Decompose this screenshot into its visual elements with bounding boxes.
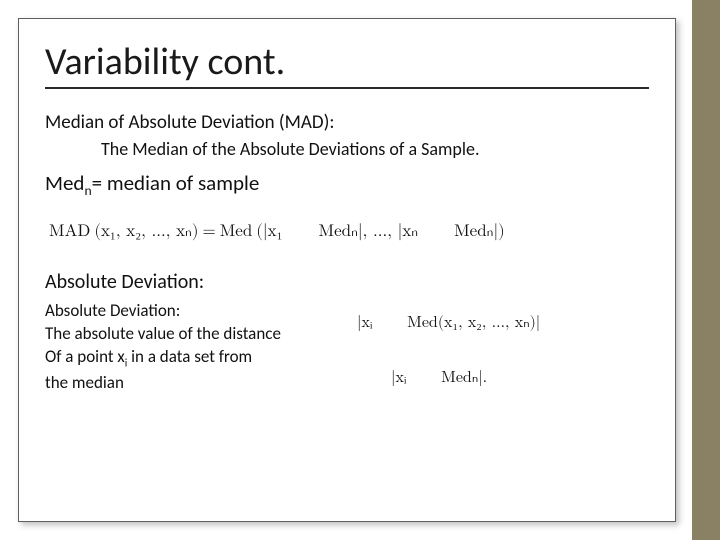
absdev-line1: The absolute value of the distance: [45, 323, 345, 344]
formula-lhs-args: (x₁, x₂, …, xₙ): [94, 221, 198, 242]
medn-line: Medn= median of sample: [45, 170, 649, 199]
absdev-heading: Absolute Deviation:: [45, 270, 649, 294]
rform1-b: Med(x₁, x₂, …, xₙ)|: [407, 315, 540, 331]
absdev-formula-row1: |xᵢ Med(x₁, x₂, …, xₙ)|: [357, 312, 649, 333]
absdev-sub: Absolute Deviation:: [45, 300, 345, 321]
formula-rhs-mid: Medₙ|, …, |xₙ: [319, 221, 419, 242]
rform2-a: |xᵢ: [391, 370, 407, 386]
mad-heading: Median of Absolute Deviation (MAD):: [45, 111, 649, 134]
absdev-line2-b: in a data set from: [127, 346, 252, 367]
slide-title: Variability cont.: [45, 39, 649, 85]
absdev-formula-col: |xᵢ Med(x₁, x₂, …, xₙ)| |xᵢ Medₙ|.: [357, 300, 649, 388]
absdev-line2: Of a point xi in a data set from: [45, 346, 345, 369]
accent-bar: [692, 0, 720, 540]
absdev-line3: the median: [45, 372, 345, 393]
title-rule: [45, 87, 649, 89]
slide-frame: Variability cont. Median of Absolute Dev…: [18, 18, 676, 522]
medn-prefix: Med: [45, 170, 84, 196]
rform2-b: Medₙ|.: [441, 370, 487, 386]
absdev-line2-a: Of a point x: [45, 346, 125, 367]
medn-rest: = median of sample: [92, 170, 260, 196]
formula-rhs-func: Med: [220, 222, 253, 242]
mad-formula: MAD(x₁, x₂, …, xₙ) = Med(|x₁ Medₙ|, …, |…: [49, 221, 649, 242]
formula-rhs-open: (|x₁: [256, 221, 282, 242]
mad-definition: The Median of the Absolute Deviations of…: [101, 138, 649, 160]
rform1-a: |xᵢ: [357, 315, 373, 331]
formula-eq: =: [202, 222, 215, 242]
formula-rhs-close: Medₙ|): [454, 221, 505, 242]
absdev-formula-row2: |xᵢ Medₙ|.: [357, 367, 649, 388]
absdev-text-col: Absolute Deviation: The absolute value o…: [45, 300, 345, 394]
formula-lhs-func: MAD: [49, 222, 90, 242]
absdev-two-col: Absolute Deviation: The absolute value o…: [45, 300, 649, 394]
medn-sub: n: [84, 182, 91, 199]
